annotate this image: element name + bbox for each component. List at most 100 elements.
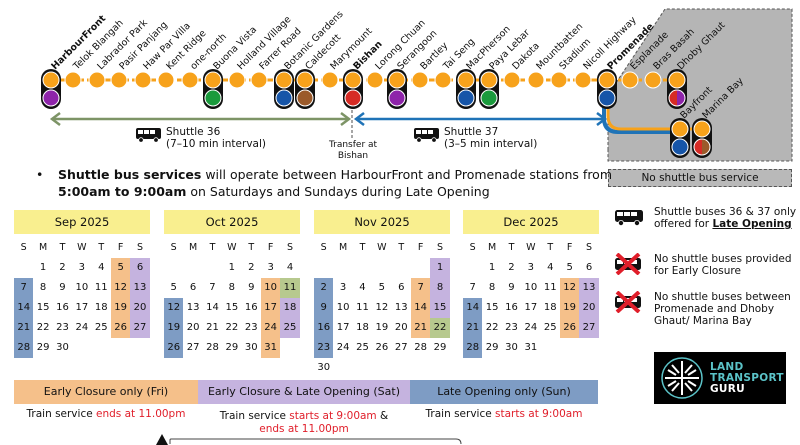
no-bus-icon xyxy=(615,291,641,313)
station-harbourfront xyxy=(41,69,61,109)
transfer-label: Transfer at Bishan xyxy=(318,140,388,162)
calendar-day: 29 xyxy=(485,342,499,353)
calendar-day: 4 xyxy=(547,262,554,273)
week-row: 12 13 14 15 16 17 18 xyxy=(164,298,300,318)
note-2-prefix: Train service xyxy=(425,408,496,420)
station-bayfront xyxy=(670,118,690,158)
weekday-label: T xyxy=(508,242,515,253)
calendar-day: 17 xyxy=(336,322,350,333)
station-dot xyxy=(296,71,314,89)
shuttle-36-name: Shuttle 36 xyxy=(166,126,221,138)
shuttle-37-arrow xyxy=(353,112,608,126)
calendar-day: 14 xyxy=(463,298,483,318)
calendar-title: Nov 2025 xyxy=(314,210,450,234)
calendar-day: 9 xyxy=(508,282,515,293)
calendar-day: 31 xyxy=(260,338,281,358)
interchange-ring xyxy=(668,89,686,107)
calendar-day: 20 xyxy=(130,298,150,318)
calendar-day: 9 xyxy=(59,282,66,293)
weekday-label: T xyxy=(98,242,105,253)
interchange-dot xyxy=(204,89,222,107)
calendar-day: 11 xyxy=(356,302,369,313)
weekday-label: S xyxy=(437,242,444,253)
week-row: 5 6 7 8 9 10 11 xyxy=(164,278,300,298)
logo-line3: GURU xyxy=(710,383,745,395)
branch-track-orange xyxy=(606,98,700,131)
calendar-day: 6 xyxy=(585,262,593,273)
logo-text: LAND TRANSPORT GURU xyxy=(710,362,784,395)
calendar-day: 27 xyxy=(130,318,150,338)
calendar-title: Oct 2025 xyxy=(164,210,300,234)
weekday-label: T xyxy=(398,242,405,253)
calendar-day: 29 xyxy=(36,342,50,353)
station-macpherson xyxy=(456,69,476,109)
note-1-prefix: Train service xyxy=(219,410,290,422)
week-row: 9 10 11 12 13 14 15 xyxy=(314,298,450,318)
calendar-day: 2 xyxy=(508,262,515,273)
calendar-day: 18 xyxy=(356,322,369,333)
calendar-day: 11 xyxy=(94,282,108,293)
station-dot xyxy=(434,71,452,89)
note-late-opening: Train service starts at 9:00am xyxy=(410,408,598,421)
calendar-oct-2025: Oct 2025 S M T W T F S 1 2 3 4 5 6 7 8 9 10 11 12 13 14 15 16 17… xyxy=(164,210,300,358)
land-transport-guru-logo: LAND TRANSPORT GURU xyxy=(654,352,786,404)
calendar-dec-2025: Dec 2025 S M T W T F S 1 2 3 4 5 6 7 8 9 10 11 12 13 14 15 16 17… xyxy=(463,210,599,358)
calendar-day: 27 xyxy=(394,342,408,353)
station-dot xyxy=(250,71,268,89)
calendar-day: 6 xyxy=(130,258,150,278)
calendar-day: 7 xyxy=(410,278,431,298)
calendar-day: 28 xyxy=(414,342,428,353)
calendar-day: 23 xyxy=(314,338,334,358)
station-dot xyxy=(644,71,662,89)
calendar-day: 5 xyxy=(110,258,131,278)
calendar-day: 13 xyxy=(579,278,599,298)
empty-cell xyxy=(14,258,33,278)
bus-icon xyxy=(136,128,161,143)
calendar-day: 30 xyxy=(244,342,258,353)
calendar-day: 19 xyxy=(164,318,184,338)
calendar-day: 30 xyxy=(56,342,69,353)
interchange-dot xyxy=(480,89,498,107)
calendar-day: 24 xyxy=(336,342,350,353)
legend-item-no-early: No shuttle buses provided for Early Clos… xyxy=(612,253,800,277)
calendar-day: 3 xyxy=(339,282,347,293)
station-lorong-chuan xyxy=(366,71,384,89)
notice-text: Shuttle bus services will operate betwee… xyxy=(58,166,618,200)
calendar-day: 13 xyxy=(394,302,408,313)
logo-line1: LAND xyxy=(710,361,744,373)
calendar-day: 2 xyxy=(314,278,334,298)
calendar-day: 31 xyxy=(524,342,538,353)
station-dot xyxy=(321,71,339,89)
calendar-day: 12 xyxy=(375,302,389,313)
station-dot xyxy=(621,71,639,89)
calendar-day: 11 xyxy=(280,278,300,298)
station-tai-seng xyxy=(434,71,452,89)
calendar-day: 8 xyxy=(39,282,47,293)
shuttle-37-name: Shuttle 37 xyxy=(444,126,499,138)
weekday-label: T xyxy=(248,242,255,253)
calendar-day: 23 xyxy=(244,322,258,333)
station-dot xyxy=(157,71,175,89)
interchange-dot-right xyxy=(702,139,710,155)
calendar-day: 19 xyxy=(559,298,580,318)
shuttle-36-arrow xyxy=(49,112,352,126)
calendar-day: 11 xyxy=(543,282,557,293)
week-row: 14 15 16 17 18 19 20 xyxy=(463,298,599,318)
station-mountbatten xyxy=(527,71,545,89)
calendar-day: 8 xyxy=(430,278,450,298)
calendar-day: 2 xyxy=(248,262,255,273)
calendar-day: 12 xyxy=(164,298,184,318)
station-dot xyxy=(181,71,199,89)
calendar-day: 1 xyxy=(228,262,236,273)
calendar-day: 30 xyxy=(505,342,518,353)
calendar-day: 25 xyxy=(543,322,557,333)
notice-bold2: 5:00am to 9:00am xyxy=(58,184,187,199)
empty-cell xyxy=(203,258,222,278)
station-dot xyxy=(411,71,429,89)
calendar-day: 26 xyxy=(164,338,184,358)
interchange-dot xyxy=(598,89,616,107)
week-row: 1 2 3 4 xyxy=(164,258,300,278)
